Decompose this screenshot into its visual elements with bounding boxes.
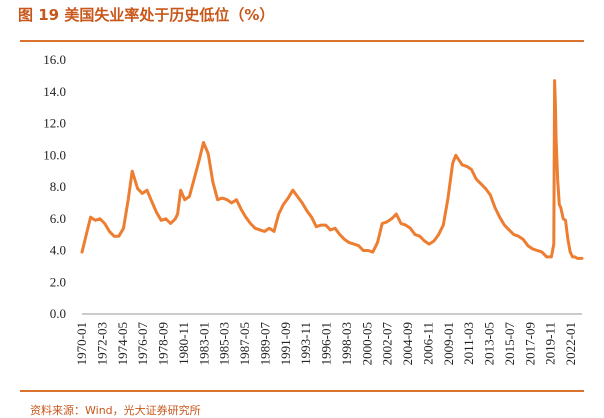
unemployment-rate-line xyxy=(80,79,584,260)
x-tick-label: 1970-01 xyxy=(74,322,89,365)
x-tick-label: 1989-07 xyxy=(257,322,272,366)
y-tick-label: 14.0 xyxy=(43,84,66,99)
x-tick-label: 1978-09 xyxy=(156,322,171,365)
y-tick-label: 2.0 xyxy=(50,274,66,289)
y-tick-label: 12.0 xyxy=(43,116,66,131)
y-tick-label: 10.0 xyxy=(43,147,66,162)
unemployment-line-chart: 0.02.04.06.08.010.012.014.016.0 1970-01 1… xyxy=(43,52,584,366)
x-tick-label: 1980-11 xyxy=(176,322,191,365)
x-tick-label: 2022-01 xyxy=(563,322,578,365)
figure-title: 图 19 美国失业率处于历史低位（%） xyxy=(18,6,275,24)
x-tick-label: 2019-11 xyxy=(543,322,558,365)
x-tick-label: 2004-09 xyxy=(400,322,415,365)
bottom-rule xyxy=(20,390,584,392)
x-tick-label: 2013-05 xyxy=(482,322,497,365)
source-note: 资料来源：Wind，光大证券研究所 xyxy=(30,404,201,417)
x-tick-label: 2002-07 xyxy=(380,322,395,366)
x-tick-label: 2017-09 xyxy=(522,322,537,365)
x-axis-ticks: 1970-01 1972-03 1974-05 1976-07 1978-09 1980-… xyxy=(74,322,578,366)
y-tick-label: 0.0 xyxy=(50,306,66,321)
y-axis-ticks: 0.0 2.0 4.0 6.0 8.0 10.0 12.0 14.0 16.0 xyxy=(43,52,66,321)
x-tick-label: 2009-01 xyxy=(441,322,456,365)
x-tick-label: 2015-07 xyxy=(502,322,517,366)
y-tick-label: 8.0 xyxy=(50,179,66,194)
top-rule xyxy=(20,40,584,42)
x-tick-label: 1985-03 xyxy=(217,322,232,365)
y-tick-label: 4.0 xyxy=(50,243,66,258)
x-tick-label: 1993-11 xyxy=(298,322,313,365)
x-tick-label: 2011-03 xyxy=(461,322,476,365)
x-tick-label: 1998-03 xyxy=(339,322,354,365)
x-tick-label: 1972-03 xyxy=(94,322,109,365)
x-tick-label: 1983-01 xyxy=(196,322,211,365)
x-tick-label: 1976-07 xyxy=(135,322,150,366)
x-tick-label: 1991-09 xyxy=(278,322,293,365)
y-tick-label: 16.0 xyxy=(43,52,66,67)
y-tick-label: 6.0 xyxy=(50,211,66,226)
x-tick-label: 2006-11 xyxy=(420,322,435,365)
x-tick-label: 2000-05 xyxy=(359,322,374,365)
x-tick-label: 1987-05 xyxy=(237,322,252,365)
x-tick-label: 1974-05 xyxy=(115,322,130,365)
x-tick-label: 1996-01 xyxy=(319,322,334,365)
